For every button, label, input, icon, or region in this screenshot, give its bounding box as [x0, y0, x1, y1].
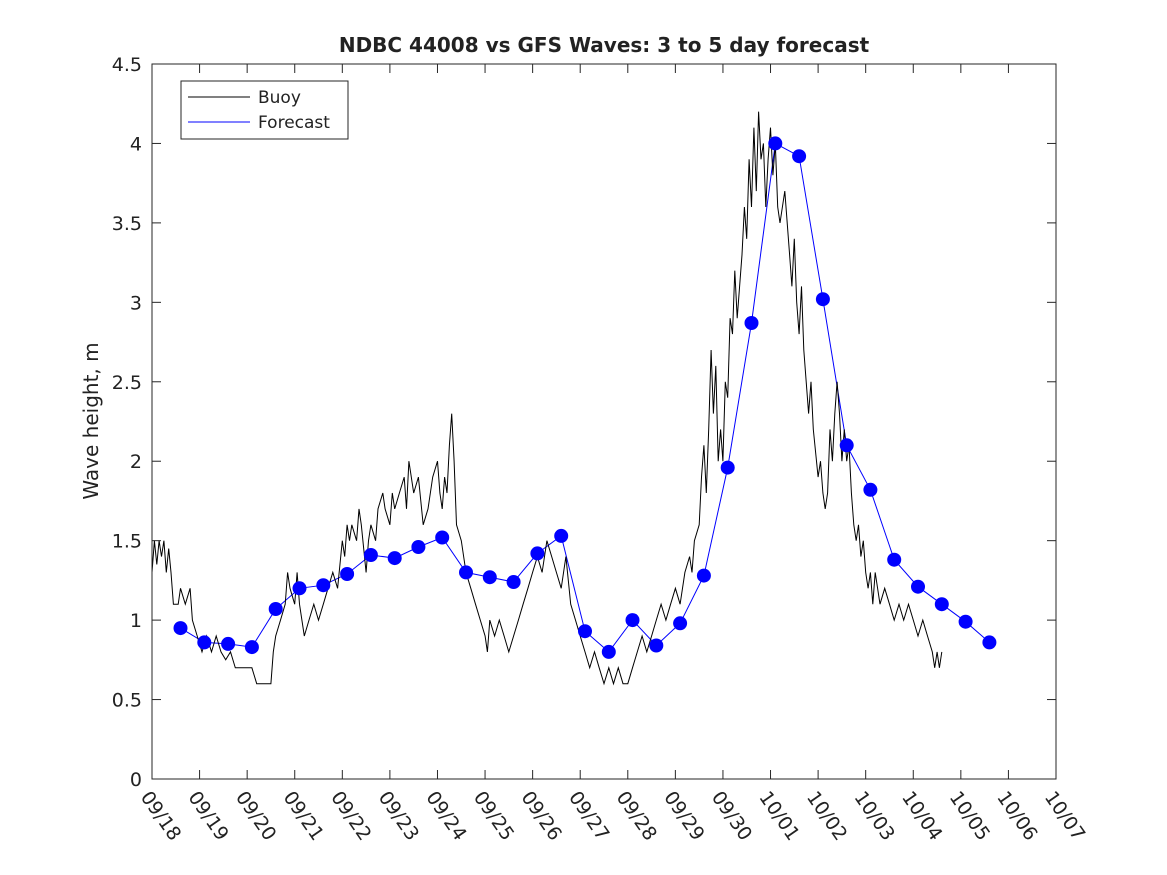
- y-tick-label: 3: [130, 292, 142, 314]
- forecast-point: [887, 552, 902, 567]
- forecast-point: [958, 614, 973, 629]
- forecast-point: [744, 316, 759, 330]
- y-tick-label: 2.5: [112, 372, 142, 394]
- forecast-point: [173, 621, 188, 636]
- forecast-point: [601, 644, 616, 659]
- buoy-line: [151, 111, 943, 686]
- y-tick-labels: 0 0.5 1 1.5 2 2.5 3 3.5 4 4.5: [112, 54, 142, 791]
- forecast-point: [792, 149, 807, 164]
- forecast-point: [387, 551, 402, 566]
- forecast-point: [506, 575, 521, 589]
- forecast-point: [625, 613, 640, 628]
- forecast-point: [197, 635, 212, 650]
- forecast-point: [768, 136, 783, 151]
- legend-box: [180, 80, 349, 140]
- forecast-point: [292, 581, 307, 596]
- forecast-point: [244, 640, 259, 655]
- forecast-point: [863, 482, 878, 497]
- forecast-point: [554, 528, 569, 543]
- forecast-point: [268, 602, 283, 616]
- forecast-point: [435, 530, 450, 545]
- forecast-point: [482, 570, 497, 585]
- y-tick-label: 0.5: [112, 690, 142, 712]
- y-tick-label: 4.5: [112, 54, 142, 76]
- forecast-point: [363, 548, 378, 562]
- legend: Buoy Forecast: [180, 80, 349, 140]
- forecast-point: [221, 636, 236, 651]
- plot-frame: [151, 63, 1057, 780]
- y-tick-label: 1: [130, 610, 142, 632]
- forecast-point: [673, 616, 688, 631]
- y-tick-label: 2: [130, 451, 142, 473]
- y-axis-label: Wave height, m: [79, 342, 103, 499]
- y-tick-label: 3.5: [112, 213, 142, 235]
- chart-title: NDBC 44008 vs GFS Waves: 3 to 5 day fore…: [339, 33, 870, 57]
- forecast-points: [173, 136, 997, 659]
- forecast-point: [411, 540, 426, 554]
- forecast-point: [720, 460, 735, 475]
- forecast-point: [530, 546, 545, 561]
- legend-buoy-label: Buoy: [258, 88, 301, 108]
- forecast-point: [934, 597, 949, 612]
- forecast-point: [839, 438, 854, 453]
- forecast-point: [649, 638, 664, 653]
- y-tick-label: 4: [130, 133, 142, 155]
- forecast-point: [815, 292, 830, 307]
- forecast-point: [696, 568, 711, 583]
- forecast-point: [982, 635, 997, 650]
- forecast-point: [459, 565, 473, 580]
- buoy-series: [151, 111, 943, 686]
- legend-forecast-label: Forecast: [258, 113, 330, 133]
- forecast-point: [578, 624, 592, 639]
- y-tick-label: 0: [130, 769, 142, 791]
- plot-area: [152, 64, 1056, 779]
- y-tick-label: 1.5: [112, 531, 142, 553]
- forecast-point: [911, 579, 925, 594]
- forecast-point: [316, 578, 331, 593]
- forecast-point: [340, 567, 355, 581]
